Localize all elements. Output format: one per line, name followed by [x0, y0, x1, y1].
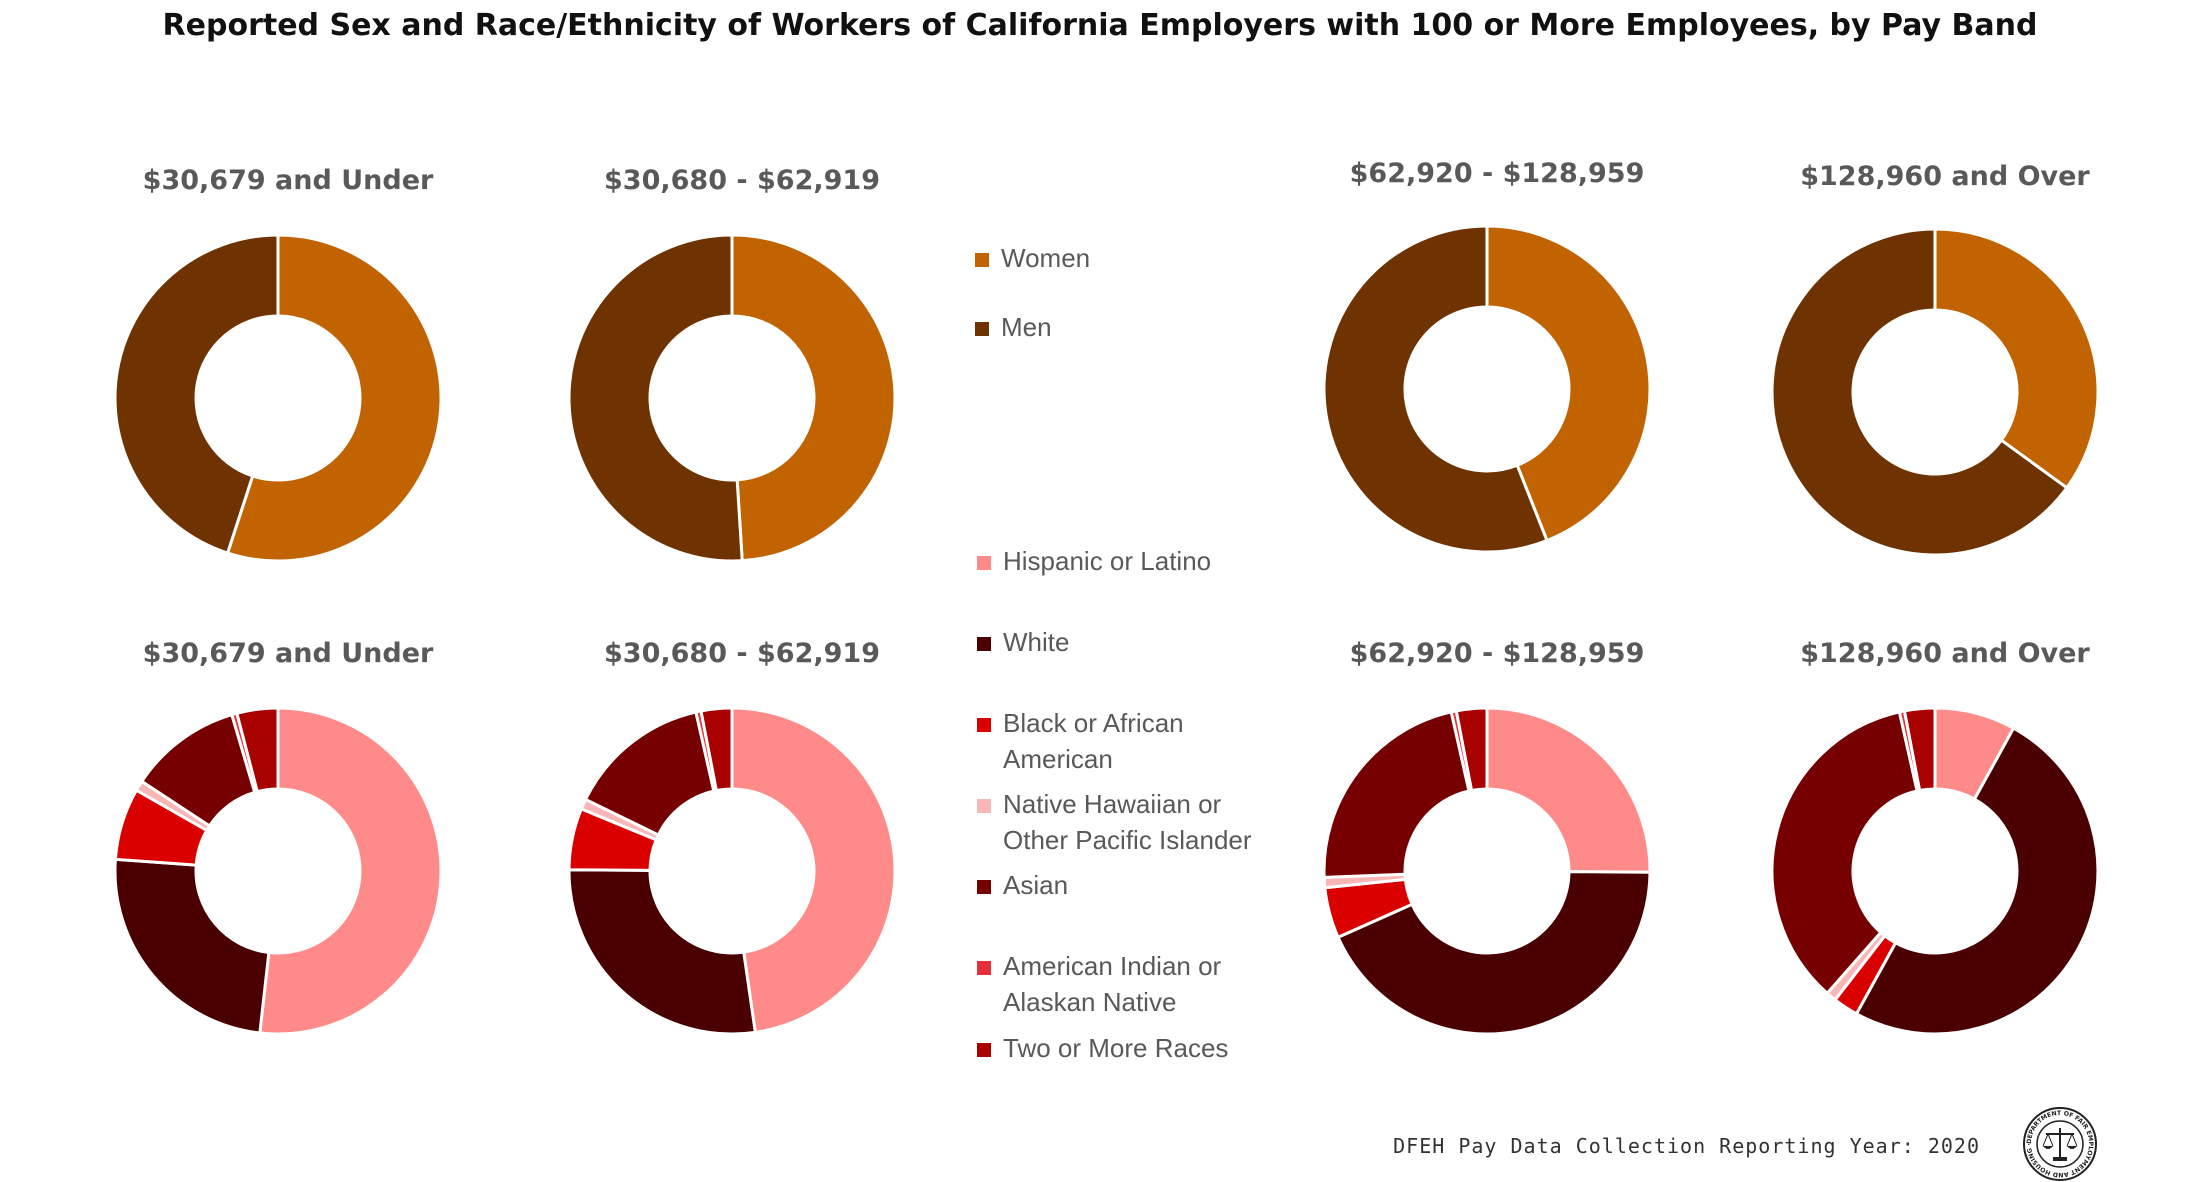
legend-swatch-hispanic-or-latino	[977, 556, 991, 570]
legend-item-white: White	[977, 624, 1277, 660]
legend-label-two-or-more-races: Two or More Races	[1003, 1033, 1229, 1063]
footer-source-text: DFEH Pay Data Collection Reporting Year:…	[1393, 1134, 1980, 1158]
legend-label-american-indian-or-alaskan-native: American Indian or Alaskan Native	[1003, 951, 1222, 1017]
legend-swatch-asian	[977, 880, 991, 894]
legend-label-women: Women	[1001, 243, 1091, 273]
legend-swatch-men	[975, 322, 989, 336]
chart-title-race-2: $30,680 - $62,919	[604, 638, 880, 669]
donut-chart-sex-62920-128959	[1322, 224, 1652, 554]
chart-title-sex-2: $30,680 - $62,919	[604, 165, 880, 196]
chart-title-sex-4: $128,960 and Over	[1800, 161, 2090, 192]
slice-hispanic-or-latino	[730, 706, 897, 1034]
legend-swatch-native-hawaiian-or-other-pacific-islander	[977, 799, 991, 813]
legend-swatch-white	[977, 637, 991, 651]
donut-chart-sex-under-30679	[113, 233, 443, 563]
slice-men	[113, 233, 280, 555]
slice-two-or-more-races	[1902, 706, 1937, 792]
slice-women	[1933, 227, 2100, 490]
state-seal-icon: DEPARTMENT OF FAIR EMPLOYMENT AND HOUSIN…	[2022, 1106, 2097, 1181]
slice-two-or-more-races	[699, 706, 734, 792]
legend-label-black-or-african-american: Black or African American	[1003, 708, 1184, 774]
chart-title-sex-1: $30,679 and Under	[142, 165, 434, 196]
chart-title-race-1: $30,679 and Under	[142, 638, 434, 669]
legend-item-hispanic-or-latino: Hispanic or Latino	[977, 543, 1277, 579]
donut-chart-race-30680-62919	[567, 706, 897, 1036]
chart-title-race-4: $128,960 and Over	[1800, 638, 2090, 669]
donut-chart-race-128960-over	[1770, 706, 2100, 1036]
legend-label-white: White	[1003, 627, 1070, 657]
slice-asian	[1770, 710, 1919, 995]
legend-label-native-hawaiian-or-other-pacific-islander: Native Hawaiian or Other Pacific Islande…	[1003, 789, 1252, 855]
legend-item-black-or-african-american: Black or African American	[977, 705, 1217, 777]
legend-item-native-hawaiian-or-other-pacific-islander: Native Hawaiian or Other Pacific Islande…	[977, 786, 1277, 858]
legend-item-women: Women	[975, 240, 1275, 276]
slice-two-or-more-races	[1454, 706, 1489, 792]
page-title: Reported Sex and Race/Ethnicity of Worke…	[162, 8, 2038, 43]
slice-men	[1770, 227, 2069, 557]
slice-two-or-more-races	[235, 706, 280, 794]
slice-women	[730, 233, 897, 563]
legend-item-men: Men	[975, 309, 1275, 345]
donut-chart-sex-30680-62919	[567, 233, 897, 563]
slice-men	[1322, 224, 1549, 554]
legend-swatch-two-or-more-races	[977, 1043, 991, 1057]
legend-item-american-indian-or-alaskan-native: American Indian or Alaskan Native	[977, 948, 1237, 1020]
chart-title-sex-3: $62,920 - $128,959	[1349, 158, 1645, 189]
slice-white	[567, 868, 757, 1036]
slice-hispanic-or-latino	[258, 706, 443, 1036]
legend-item-asian: Asian	[977, 867, 1277, 903]
slice-white	[113, 857, 271, 1035]
slice-hispanic-or-latino	[1485, 706, 1652, 874]
slice-women	[1485, 224, 1652, 543]
slice-white	[1854, 726, 2100, 1036]
donut-chart-race-62920-128959	[1322, 706, 1652, 1036]
slice-women	[226, 233, 443, 563]
slice-asian	[1322, 710, 1471, 879]
slice-men	[567, 233, 744, 563]
chart-title-race-3: $62,920 - $128,959	[1349, 638, 1645, 669]
legend-swatch-women	[975, 253, 989, 267]
legend-label-men: Men	[1001, 312, 1052, 342]
legend-swatch-black-or-african-american	[977, 718, 991, 732]
donut-chart-race-under-30679	[113, 706, 443, 1036]
legend-item-two-or-more-races: Two or More Races	[977, 1030, 1277, 1066]
donut-chart-sex-128960-over	[1770, 227, 2100, 557]
legend-swatch-american-indian-or-alaskan-native	[977, 961, 991, 975]
legend-label-asian: Asian	[1003, 870, 1069, 900]
legend-label-hispanic-or-latino: Hispanic or Latino	[1003, 546, 1212, 576]
slice-white	[1336, 870, 1652, 1036]
